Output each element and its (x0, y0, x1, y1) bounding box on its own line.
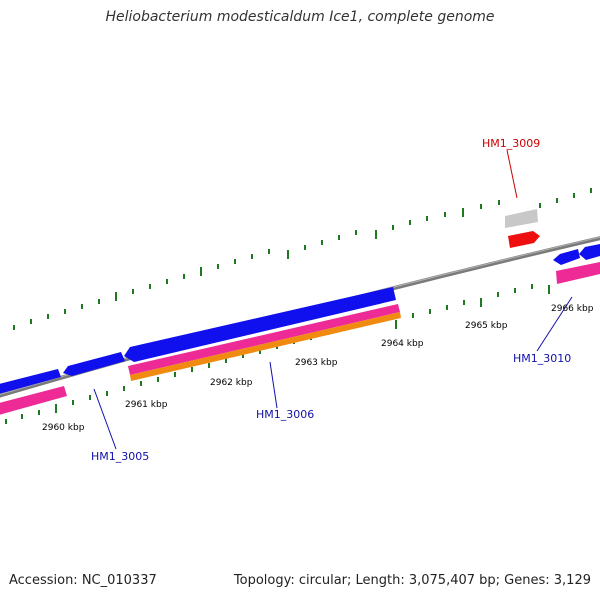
scale-label-2966: 2966 kbp (551, 304, 594, 314)
leader-hm1-3010 (536, 296, 573, 352)
upper-scale-track (13, 188, 592, 330)
scale-label-2960: 2960 kbp (42, 423, 85, 433)
gene-pink-long[interactable] (128, 304, 400, 375)
gene-label-hm1-3005[interactable]: HM1_3005 (91, 450, 149, 463)
gene-gray-hm1-3009[interactable] (505, 209, 538, 228)
scale-label-2963: 2963 kbp (295, 358, 338, 368)
gene-label-hm1-3009[interactable]: HM1_3009 (482, 137, 540, 150)
gene-pink-left[interactable] (0, 386, 67, 416)
gene-blue-hm1-3005[interactable] (63, 352, 125, 376)
accession-label: Accession: NC_010337 (9, 573, 157, 588)
gene-pink-right[interactable] (556, 262, 600, 284)
gene-label-hm1-3010[interactable]: HM1_3010 (513, 352, 571, 365)
scale-label-2964: 2964 kbp (381, 339, 424, 349)
scale-label-2961: 2961 kbp (125, 400, 168, 410)
scale-label-2965: 2965 kbp (465, 321, 508, 331)
leader-hm1-3009 (506, 149, 518, 199)
scale-label-2962: 2962 kbp (210, 378, 253, 388)
gene-blue-long[interactable] (124, 287, 396, 362)
gene-blue-right-b[interactable] (579, 244, 600, 260)
gene-blue-left[interactable] (0, 369, 61, 395)
gene-orange-long[interactable] (130, 312, 401, 381)
gene-blue-right-a[interactable] (553, 249, 580, 265)
genome-title: Heliobacterium modesticaldum Ice1, compl… (105, 9, 495, 25)
genome-summary: Topology: circular; Length: 3,075,407 bp… (233, 573, 591, 588)
gene-red-hm1-3009[interactable] (508, 231, 540, 248)
leader-hm1-3005 (93, 388, 117, 450)
gene-label-hm1-3006[interactable]: HM1_3006 (256, 408, 314, 421)
lower-scale-track (5, 284, 550, 424)
leader-hm1-3006 (269, 361, 278, 409)
